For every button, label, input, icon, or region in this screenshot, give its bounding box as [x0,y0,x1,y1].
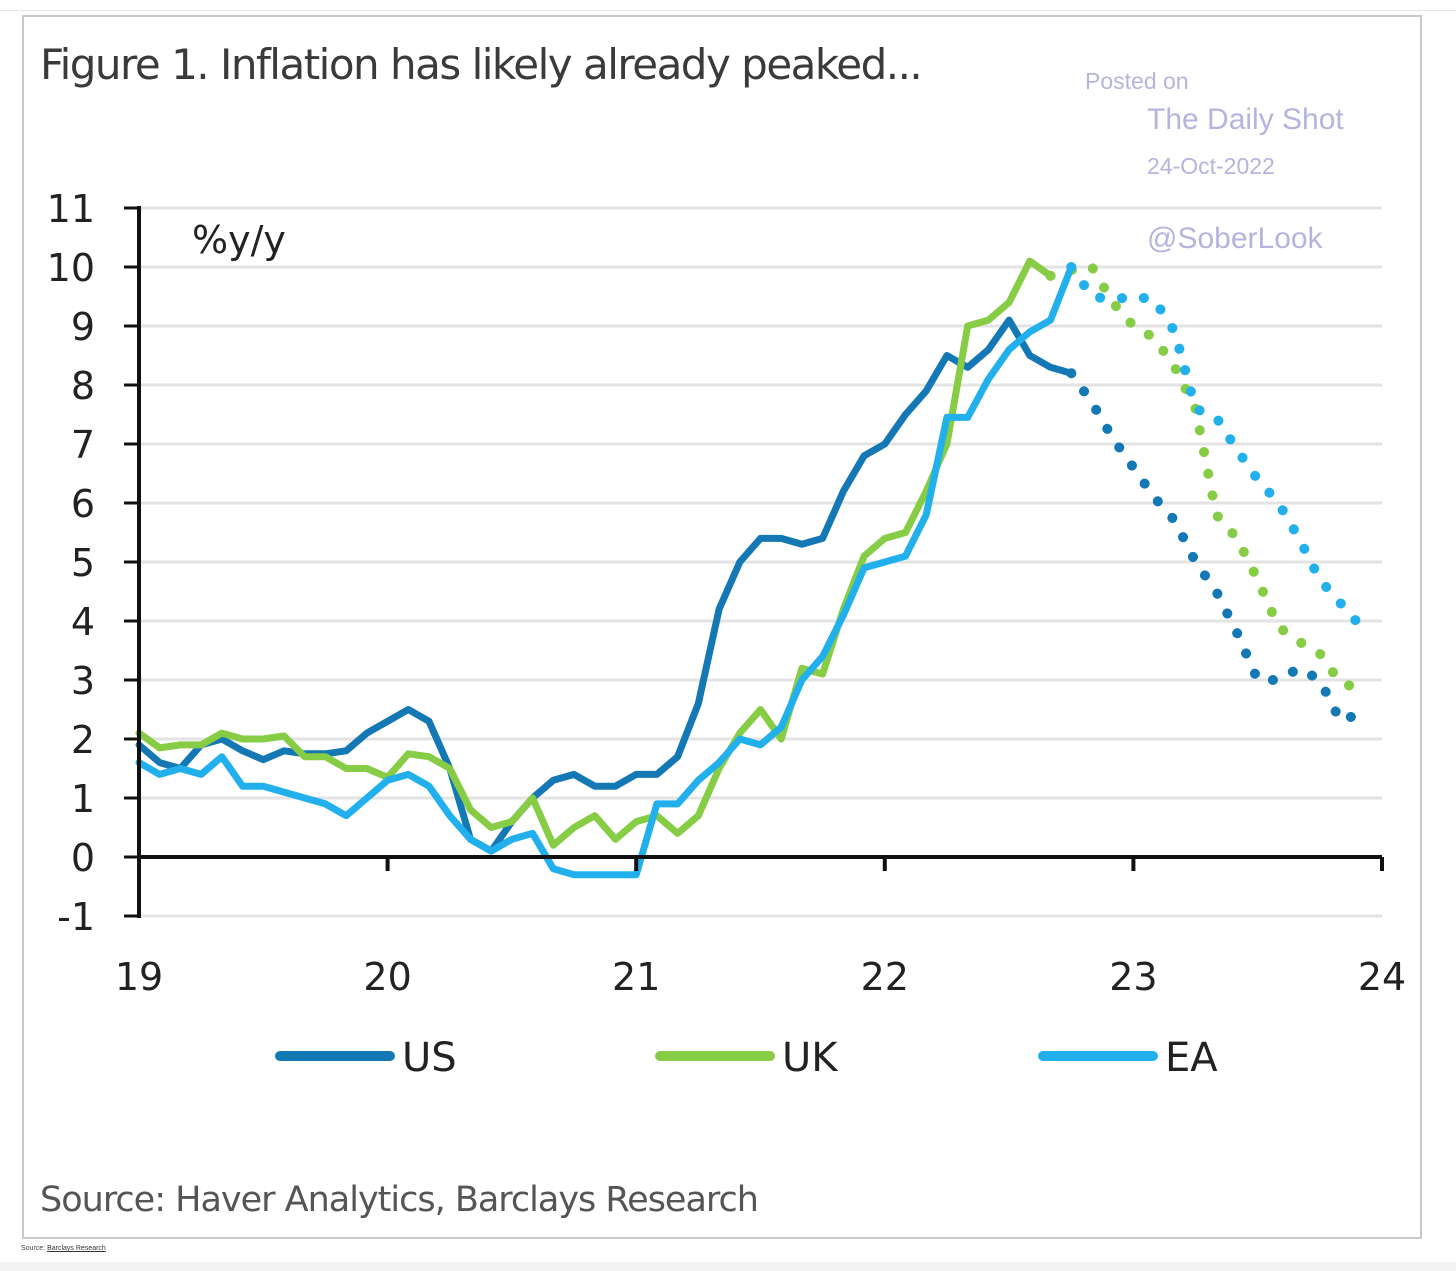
y-tick-label: 3 [71,659,95,703]
x-tick-label: 24 [1358,955,1406,999]
page-top-divider [0,10,1456,11]
source-link[interactable]: Barclays Research [47,1245,106,1252]
series-uk-actual-line [135,257,1054,849]
source-note-prefix: Source: [21,1245,46,1252]
page-bottom-bar [0,1262,1456,1271]
y-tick-label: 11 [47,187,95,231]
chart-source: Source: Haver Analytics, Barclays Resear… [40,1180,759,1220]
y-tick-label: 8 [71,364,95,408]
chart-frame [22,15,1422,1239]
y-tick-label: 2 [71,718,95,762]
x-tick-label: 22 [861,955,909,999]
legend-label-ea: EA [1165,1035,1218,1081]
series-us-forecast-line [1066,368,1367,728]
chart-title: Figure 1. Inflation has likely already p… [40,40,923,89]
x-tick-label: 19 [115,955,163,999]
y-tick-label: 9 [71,305,95,349]
x-tick-label: 23 [1109,955,1157,999]
watermark-site: The Daily Shot [1147,103,1344,136]
x-tick-label: 21 [612,955,660,999]
y-tick-label: 1 [71,777,95,821]
y-tick-label: 5 [71,541,95,585]
x-tick-label: 20 [363,955,411,999]
legend-label-us: US [402,1035,457,1081]
y-tick-label: 6 [71,482,95,526]
legend-label-uk: UK [782,1035,839,1081]
y-tick-label: -1 [57,895,95,939]
watermark-date: 24-Oct-2022 [1147,153,1275,179]
series-ea-forecast-line [1066,262,1367,632]
y-tick-label: 0 [71,836,95,880]
series-us-actual-line [135,316,1075,855]
y-tick-label: 7 [71,423,95,467]
watermark-handle: @SoberLook [1147,222,1323,255]
y-tick-label: 10 [47,246,95,290]
series-ea-actual-line [135,263,1075,879]
series-uk-forecast-line [1045,261,1367,694]
source-note: Source: Barclays Research [21,1245,106,1252]
watermark-posted: Posted on [1085,68,1189,94]
y-axis-unit-label: %y/y [192,218,286,262]
y-tick-label: 4 [71,600,95,644]
